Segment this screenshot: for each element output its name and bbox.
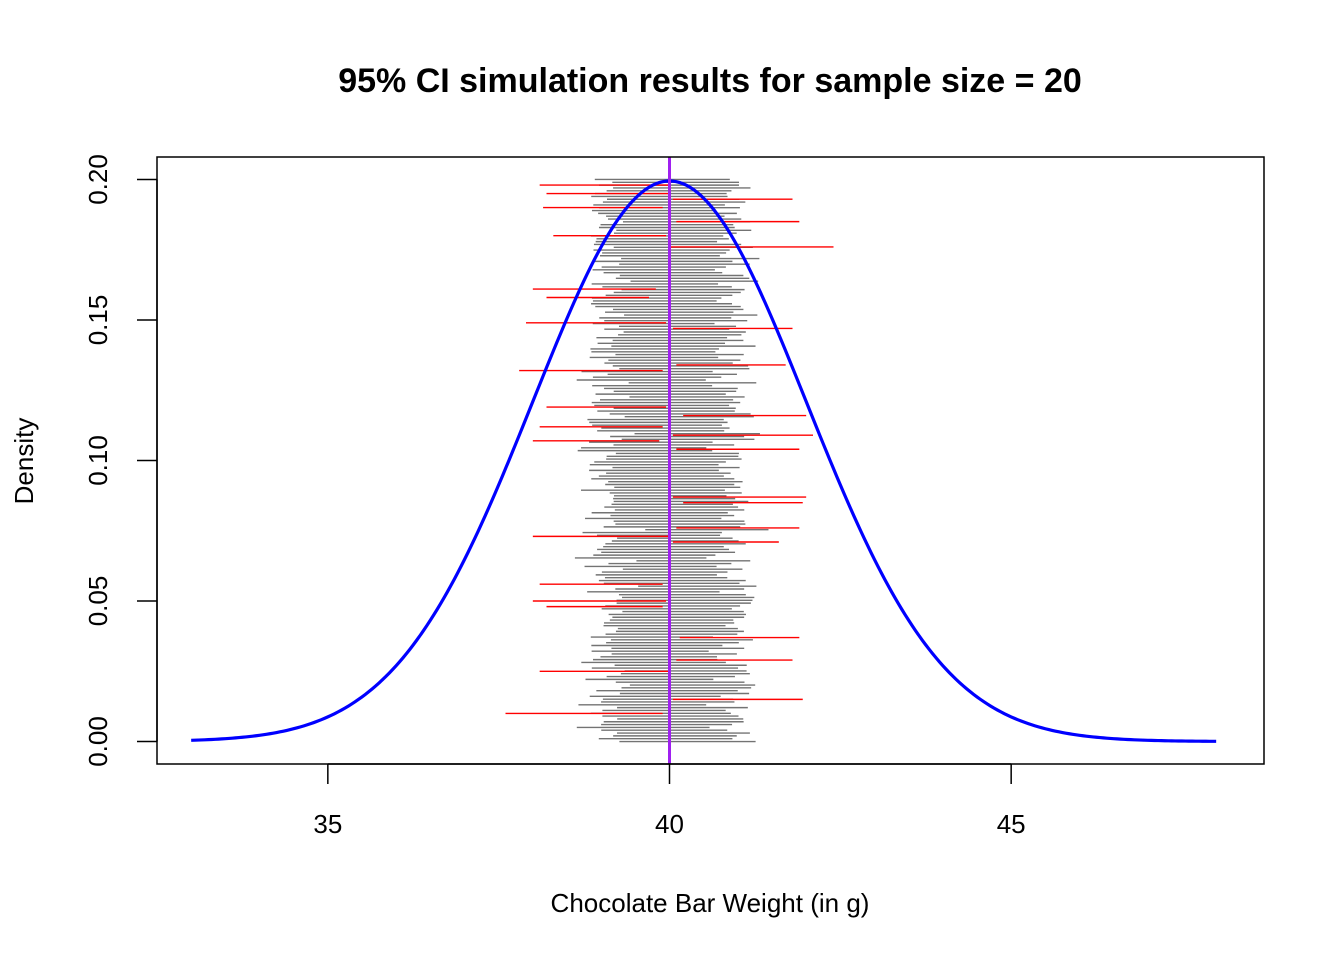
plot-area <box>191 157 1217 764</box>
x-axis: 35 40 45 <box>313 763 1026 839</box>
y-axis: 0.00 0.05 0.10 0.15 0.20 <box>83 154 158 767</box>
y-tick-label: 0.05 <box>83 576 113 627</box>
density-curve <box>191 179 1217 743</box>
x-tick-label: 35 <box>313 809 342 839</box>
y-axis-label: Density <box>9 418 39 505</box>
y-tick-label: 0.00 <box>83 716 113 767</box>
x-tick-label: 40 <box>655 809 684 839</box>
x-tick-label: 45 <box>997 809 1026 839</box>
y-tick-label: 0.20 <box>83 154 113 205</box>
y-tick-label: 0.10 <box>83 435 113 486</box>
x-axis-label: Chocolate Bar Weight (in g) <box>551 888 870 918</box>
chart-title: 95% CI simulation results for sample siz… <box>338 62 1082 100</box>
plot-frame <box>156 156 1265 765</box>
y-tick-label: 0.15 <box>83 295 113 346</box>
